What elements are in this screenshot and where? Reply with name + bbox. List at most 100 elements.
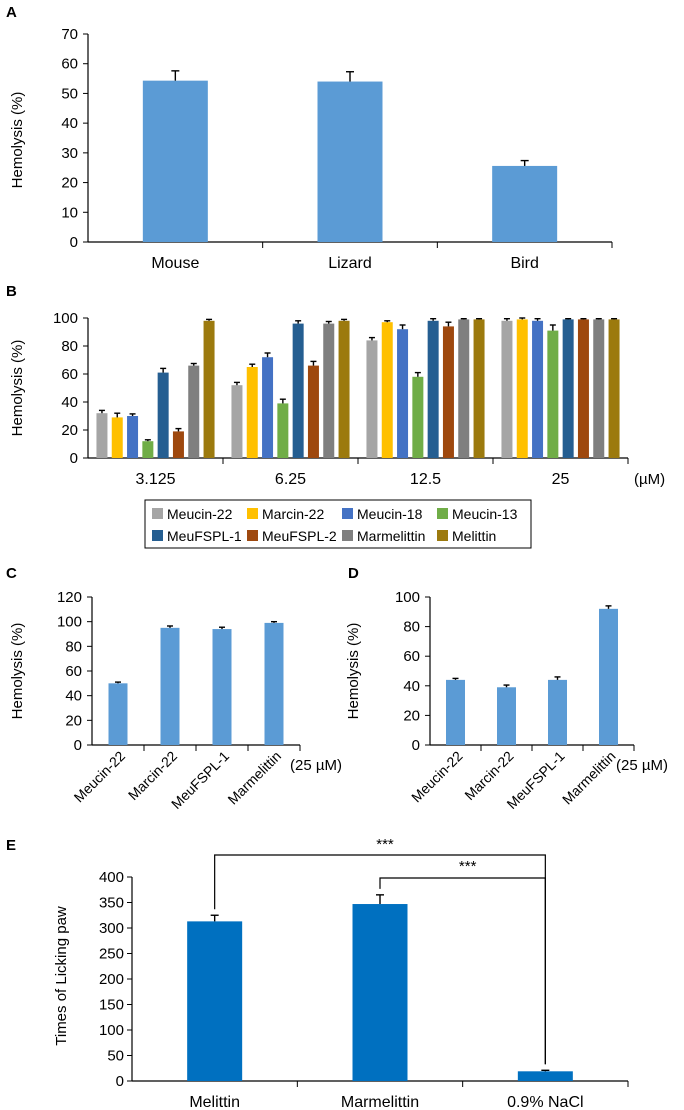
bar — [366, 340, 378, 458]
bar — [323, 323, 335, 458]
bar — [608, 319, 620, 458]
y-tick-label: 0 — [70, 450, 78, 467]
y-tick-label: 200 — [99, 971, 124, 988]
y-tick-label: 10 — [61, 204, 78, 221]
bar — [599, 608, 618, 745]
y-tick-label: 120 — [57, 589, 82, 606]
bar — [446, 679, 465, 745]
chart-panel-a: A 0 10 20 30 40 50 60 70 Hemolysis (%) Mouse Lizard… — [6, 4, 613, 272]
y-axis-label: Hemolysis (%) — [9, 340, 26, 437]
significance-label: *** — [376, 836, 394, 853]
y-axis-label: Hemolysis (%) — [345, 623, 362, 720]
legend-swatch — [152, 508, 163, 519]
y-tick-label: 80 — [61, 338, 78, 355]
y-tick-label: 20 — [403, 707, 420, 724]
x-category-label: 3.125 — [135, 471, 175, 488]
y-tick-label: 100 — [53, 310, 78, 327]
bar — [501, 320, 513, 458]
legend-entry: MeuFSPL-2 — [262, 528, 337, 544]
significance-bracket — [379, 877, 546, 1065]
bar — [187, 921, 243, 1081]
legend-entry: Marmelittin — [357, 528, 425, 544]
x-category-label: Mouse — [151, 255, 199, 272]
x-category-label: Melittin — [189, 1094, 240, 1110]
bar — [532, 320, 544, 458]
bar — [172, 431, 184, 458]
y-axis-label: Hemolysis (%) — [9, 623, 26, 720]
bar — [231, 385, 243, 458]
bar — [593, 319, 605, 458]
legend-entry: Meucin-22 — [167, 506, 233, 522]
legend-swatch — [152, 530, 163, 541]
legend-swatch — [247, 530, 258, 541]
y-tick-label: 20 — [61, 422, 78, 439]
bar — [473, 319, 485, 458]
y-tick-label: 60 — [65, 663, 82, 680]
panel-label: C — [6, 565, 17, 582]
bar — [262, 357, 274, 458]
bar — [547, 330, 559, 458]
x-category-label: 0.9% NaCl — [507, 1094, 583, 1110]
y-tick-label: 0 — [74, 737, 82, 754]
bar — [188, 365, 200, 458]
legend-entry: Marcin-22 — [262, 506, 324, 522]
y-tick-label: 250 — [99, 946, 124, 963]
bar — [142, 441, 154, 458]
bar — [157, 372, 169, 458]
y-axis-label: Hemolysis (%) — [9, 92, 26, 189]
bar — [96, 413, 108, 458]
legend-swatch — [342, 508, 353, 519]
bar — [317, 81, 383, 243]
y-tick-label: 400 — [99, 869, 124, 886]
bar — [160, 627, 180, 745]
legend-entry: Meucin-18 — [357, 506, 423, 522]
y-tick-label: 60 — [61, 56, 78, 73]
significance-label: *** — [459, 858, 477, 875]
legend: Meucin-22 Marcin-22 Meucin-18 Meucin-13 MeuF… — [144, 499, 532, 549]
bar — [497, 687, 516, 745]
y-tick-label: 350 — [99, 895, 124, 912]
x-category-label: Meucin-22 — [71, 748, 129, 806]
concentration-unit-label: (µM) — [634, 471, 665, 488]
chart-panel-b: B 0 20 40 60 80 100 Hemolysis (%) 3.125 6.25 12.5 2… — [6, 283, 665, 549]
y-tick-label: 50 — [107, 1048, 124, 1065]
x-category-label: Lizard — [328, 255, 372, 272]
legend-entry: Melittin — [452, 528, 496, 544]
bar — [292, 323, 304, 458]
legend-swatch — [437, 530, 448, 541]
y-tick-label: 30 — [61, 145, 78, 162]
y-tick-label: 20 — [65, 712, 82, 729]
bar — [127, 416, 139, 458]
bar — [458, 319, 470, 458]
y-tick-label: 50 — [61, 85, 78, 102]
x-category-label: Marmelittin — [224, 748, 284, 808]
legend-swatch — [437, 508, 448, 519]
legend-entry: Meucin-13 — [452, 506, 518, 522]
panel-label: E — [6, 837, 16, 854]
bar — [352, 904, 408, 1081]
y-tick-label: 0 — [70, 234, 78, 251]
legend-entry: MeuFSPL-1 — [167, 528, 242, 544]
bar — [307, 365, 319, 458]
x-category-label: Bird — [510, 255, 538, 272]
y-tick-label: 300 — [99, 920, 124, 937]
x-category-label: Marcin-22 — [125, 748, 180, 803]
bar — [212, 629, 232, 745]
bar — [562, 319, 574, 458]
legend-swatch — [247, 508, 258, 519]
y-axis-label: Times of Licking paw — [53, 906, 70, 1046]
y-tick-label: 60 — [61, 366, 78, 383]
concentration-unit-label: (25 µM) — [616, 757, 668, 774]
y-tick-label: 0 — [412, 737, 420, 754]
panel-label: B — [6, 283, 17, 300]
chart-panel-e: E 0 50 100 150 200 250 300 350 400 Times of Lickin… — [6, 836, 629, 1110]
bar — [111, 417, 123, 458]
concentration-unit-label: (25 µM) — [290, 757, 342, 774]
y-tick-label: 100 — [99, 1022, 124, 1039]
bar — [397, 329, 409, 458]
x-category-label: Marmelittin — [341, 1094, 419, 1110]
bar — [412, 376, 424, 458]
